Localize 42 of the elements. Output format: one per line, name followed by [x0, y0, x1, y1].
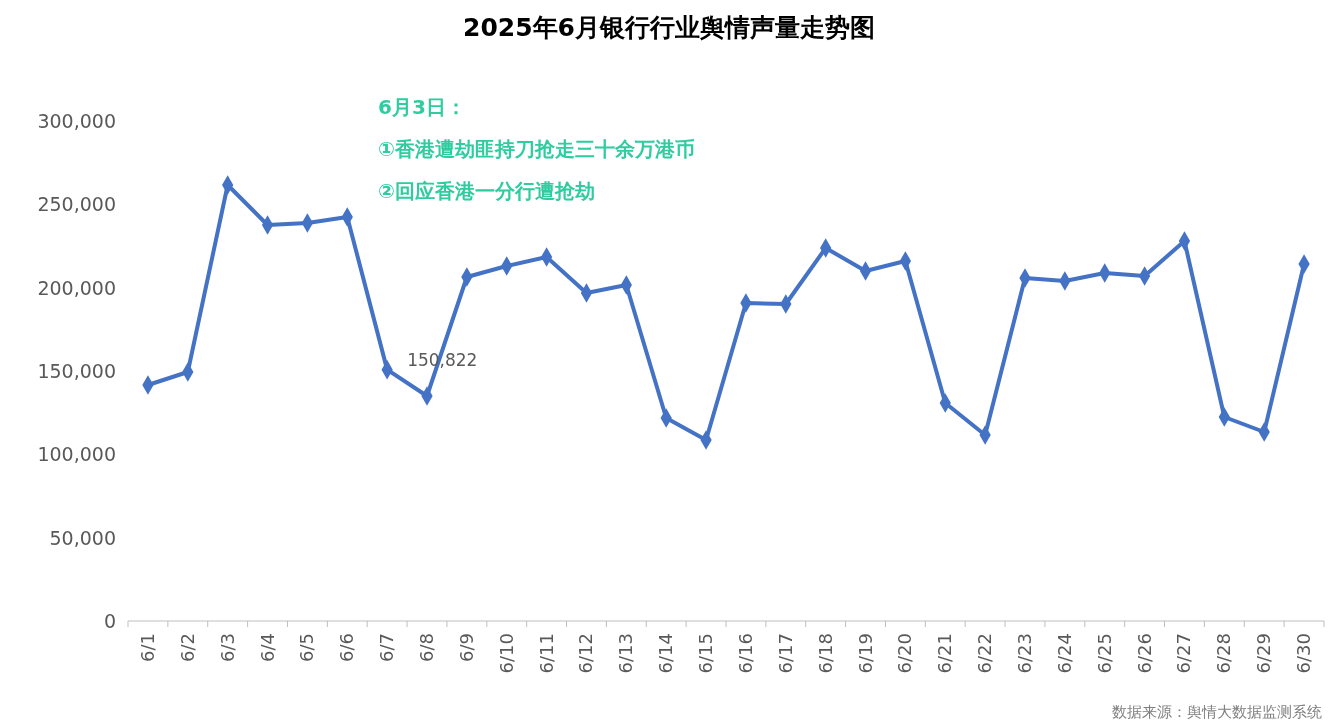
x-tick-label: 6/21 — [934, 633, 956, 674]
y-tick-label: 150,000 — [37, 360, 116, 382]
x-tick-label: 6/20 — [894, 633, 916, 674]
x-tick-label: 6/1 — [136, 633, 158, 662]
x-tick-label: 6/19 — [854, 633, 876, 674]
y-tick-label: 300,000 — [37, 110, 116, 132]
chart-title: 2025年6月银行行业舆情声量走势图 — [463, 13, 875, 42]
x-tick-label: 6/3 — [216, 633, 238, 662]
y-tick-label: 50,000 — [49, 526, 116, 549]
x-tick-label: 6/13 — [615, 633, 637, 674]
y-tick-label: 250,000 — [37, 193, 116, 216]
x-tick-label: 6/24 — [1053, 633, 1075, 674]
x-tick-label: 6/28 — [1213, 633, 1235, 674]
annotation: ①香港遭劫匪持刀抢走三十余万港币 — [378, 137, 695, 161]
x-tick-label: 6/18 — [814, 633, 836, 674]
x-tick-label: 6/29 — [1253, 633, 1275, 674]
x-tick-label: 6/4 — [256, 633, 278, 662]
x-tick-label: 6/26 — [1133, 633, 1155, 674]
x-tick-label: 6/7 — [376, 633, 398, 662]
x-tick-label: 6/6 — [336, 633, 358, 662]
x-tick-label: 6/12 — [575, 633, 597, 674]
y-tick-label: 100,000 — [37, 443, 116, 466]
x-tick-label: 6/2 — [176, 633, 198, 662]
x-tick-label: 6/30 — [1293, 633, 1315, 674]
y-tick-label: 200,000 — [37, 276, 116, 299]
x-tick-label: 6/9 — [455, 633, 477, 662]
x-tick-label: 6/22 — [974, 633, 996, 674]
x-tick-label: 6/14 — [655, 633, 677, 674]
x-tick-label: 6/5 — [296, 633, 318, 662]
x-tick-label: 6/11 — [535, 633, 557, 674]
x-tick-label: 6/25 — [1093, 633, 1115, 674]
x-tick-label: 6/17 — [774, 633, 796, 674]
x-tick-label: 6/15 — [695, 633, 717, 674]
x-tick-label: 6/8 — [416, 633, 437, 662]
text: 6月3日： — [378, 95, 466, 119]
x-tick-label: 6/16 — [734, 633, 756, 674]
source-note: 数据来源：舆情大数据监测系统 — [1112, 703, 1322, 721]
annotation: ②回应香港一分行遭抢劫 — [378, 179, 595, 203]
x-tick-label: 6/10 — [495, 633, 517, 674]
y-tick-label: 0 — [103, 610, 116, 632]
x-tick-label: 6/23 — [1014, 633, 1035, 674]
x-tick-label: 6/27 — [1173, 633, 1195, 674]
